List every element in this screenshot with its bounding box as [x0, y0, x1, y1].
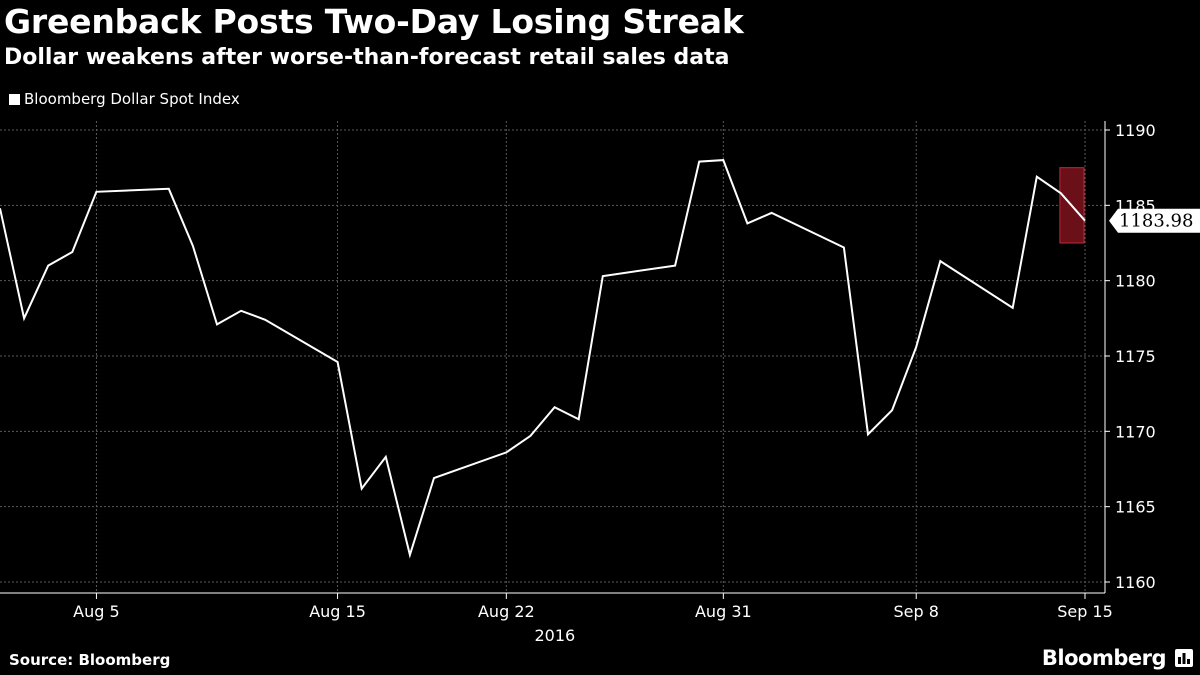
y-tick-label: 1170 [1115, 422, 1156, 441]
y-tick-label: 1160 [1115, 573, 1156, 592]
x-tick-label: Aug 31 [695, 602, 752, 621]
chart-subtitle: Dollar weakens after worse-than-forecast… [4, 45, 730, 70]
chart-legend: Bloomberg Dollar Spot Index [9, 90, 240, 108]
x-tick-label: Aug 5 [73, 602, 120, 621]
y-tick-label: 1165 [1115, 498, 1156, 517]
x-tick-label: Sep 8 [894, 602, 939, 621]
x-tick-label: Aug 15 [309, 602, 366, 621]
legend-label: Bloomberg Dollar Spot Index [24, 90, 240, 108]
last-value-label: 1183.98 [1119, 211, 1193, 232]
x-axis-year-label: 2016 [534, 626, 575, 645]
grid-lines [0, 121, 1105, 593]
source-note: Source: Bloomberg [9, 651, 171, 669]
y-tick-label: 1175 [1115, 347, 1156, 366]
y-tick-label: 1180 [1115, 272, 1156, 291]
series-line [0, 159, 1086, 559]
x-tick-label: Sep 15 [1057, 602, 1113, 621]
bloomberg-terminal-icon [1175, 649, 1193, 667]
y-tick-label: 1190 [1115, 121, 1156, 140]
brand-logo: Bloomberg [1041, 646, 1167, 670]
last-value-flag [1109, 208, 1200, 233]
series-lines [0, 159, 1086, 559]
legend-swatch [9, 93, 20, 105]
last-value-callout: 1183.98 [1109, 208, 1200, 233]
chart-title: Greenback Posts Two-Day Losing Streak [4, 2, 744, 41]
x-tick-label: Aug 22 [478, 602, 535, 621]
